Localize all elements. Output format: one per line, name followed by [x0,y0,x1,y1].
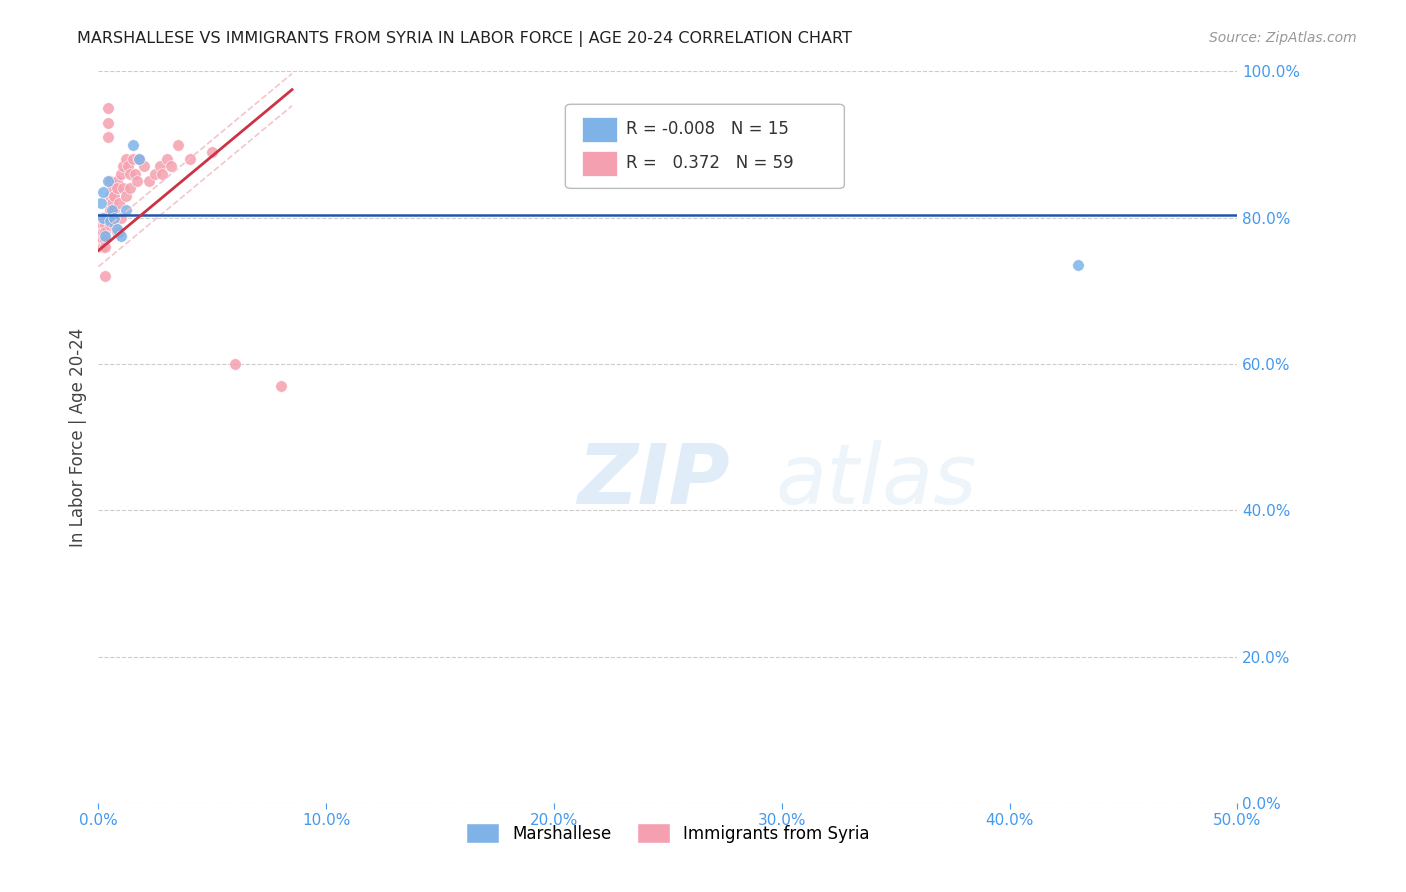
Point [138,174,160,188]
Point [101,203,124,218]
Point [101,196,124,211]
Point [91,211,114,225]
Point [94,269,117,284]
Point [108,225,131,239]
FancyBboxPatch shape [565,104,845,188]
FancyBboxPatch shape [582,118,617,143]
Point [150,167,173,181]
Point [156,152,179,166]
Text: atlas: atlas [776,441,977,522]
Y-axis label: In Labor Force | Age 20-24: In Labor Force | Age 20-24 [69,327,87,547]
Point [112,160,135,174]
Point [114,188,136,202]
Point [94,228,117,243]
Point [98,203,121,218]
Point [91,218,114,232]
Point [91,211,114,225]
Point [110,228,132,243]
Point [90,211,112,225]
Point [98,188,121,202]
Point [132,160,155,174]
Point [90,196,112,211]
Point [94,218,117,232]
Point [145,167,167,181]
Point [120,181,142,195]
Point [179,152,201,166]
Text: ZIP: ZIP [576,441,730,522]
Point [94,240,117,254]
Point [91,240,114,254]
Point [96,101,118,115]
Text: R = -0.008   N = 15: R = -0.008 N = 15 [626,120,789,138]
Point [94,211,117,225]
Point [90,228,112,243]
Point [101,181,124,195]
Point [121,152,143,166]
Point [167,137,190,152]
FancyBboxPatch shape [582,151,617,176]
Point [588,167,610,181]
Text: R =   0.372   N = 59: R = 0.372 N = 59 [626,153,793,172]
Point [96,130,118,145]
Point [160,160,183,174]
Point [90,211,112,225]
Text: MARSHALLESE VS IMMIGRANTS FROM SYRIA IN LABOR FORCE | AGE 20-24 CORRELATION CHAR: MARSHALLESE VS IMMIGRANTS FROM SYRIA IN … [77,31,852,47]
Point [149,160,172,174]
Point [105,225,128,239]
Point [121,137,143,152]
Point [98,214,121,228]
Point [96,174,118,188]
Point [117,160,139,174]
Point [91,225,114,239]
Point [103,211,125,225]
Point [96,115,118,129]
Point [110,167,132,181]
Point [1067,258,1090,272]
Point [114,203,136,218]
Point [201,145,224,159]
Point [105,174,128,188]
Point [127,174,149,188]
Point [270,379,292,393]
Point [90,221,112,235]
Point [101,211,124,225]
Point [105,181,128,195]
Point [224,357,246,371]
Point [112,181,135,195]
Point [108,196,131,211]
Point [114,152,136,166]
Point [103,218,125,232]
Point [98,174,121,188]
Point [120,167,142,181]
Point [103,203,125,218]
Point [128,152,150,166]
Point [91,185,114,199]
Point [91,233,114,247]
Point [94,233,117,247]
Text: Source: ZipAtlas.com: Source: ZipAtlas.com [1209,31,1357,45]
Point [98,218,121,232]
Point [103,188,125,202]
Point [128,152,150,166]
Point [110,211,132,225]
Legend: Marshallese, Immigrants from Syria: Marshallese, Immigrants from Syria [460,817,876,849]
Point [90,240,112,254]
Point [124,167,146,181]
Point [105,221,128,235]
Point [94,225,117,239]
